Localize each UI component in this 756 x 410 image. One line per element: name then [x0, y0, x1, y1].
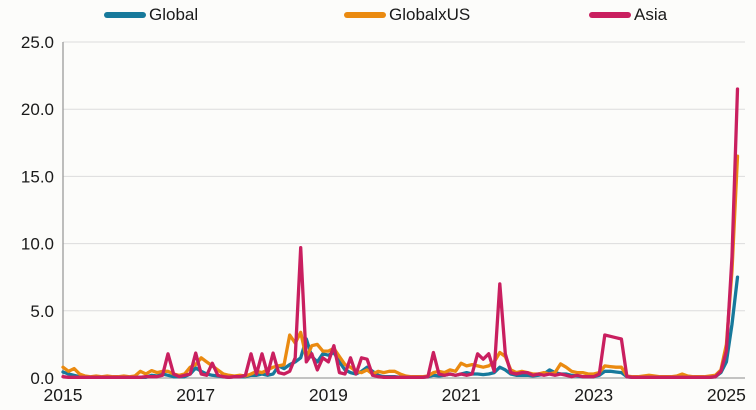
legend-swatch-globalxus-icon: [344, 12, 386, 18]
legend-label-global: Global: [149, 5, 199, 24]
y-tick-label: 0.0: [30, 369, 54, 388]
x-tick-label: 2025: [707, 385, 746, 405]
y-tick-label: 20.0: [21, 100, 54, 119]
y-tick-label: 5.0: [30, 302, 54, 321]
legend-item-asia: Asia: [589, 6, 667, 24]
chart-legend: Global GlobalxUS Asia: [0, 0, 756, 30]
x-tick-label: 2017: [176, 385, 215, 405]
series-line-asia: [61, 87, 740, 379]
x-tick-label: 2019: [309, 385, 348, 405]
legend-label-asia: Asia: [634, 5, 668, 24]
legend-item-global: Global: [104, 6, 198, 24]
legend-label-globalxus: GlobalxUS: [389, 5, 471, 24]
legend-swatch-asia-icon: [589, 12, 631, 18]
y-tick-label: 15.0: [21, 167, 54, 186]
y-tick-label: 25.0: [21, 33, 54, 52]
x-tick-label: 2021: [442, 385, 481, 405]
x-tick-label: 2015: [44, 385, 83, 405]
x-tick-label: 2023: [574, 385, 613, 405]
legend-item-globalxus: GlobalxUS: [344, 6, 470, 24]
legend-swatch-global-icon: [104, 12, 146, 18]
series-line-globalxus: [61, 154, 740, 379]
y-tick-label: 10.0: [21, 235, 54, 254]
